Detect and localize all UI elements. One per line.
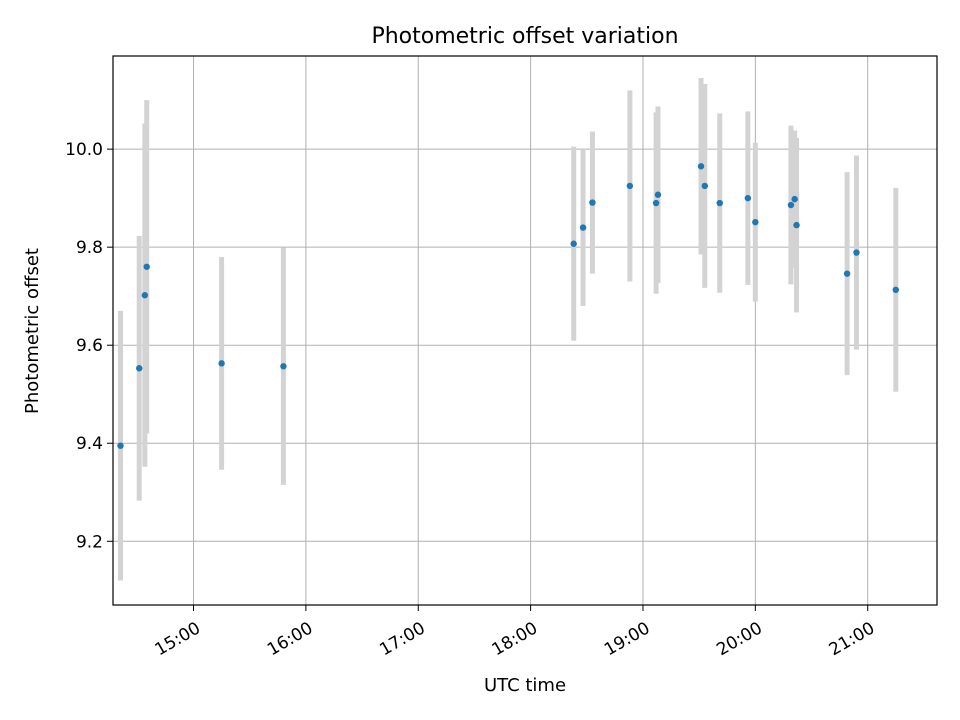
data-point: [626, 182, 634, 190]
data-point: [136, 365, 143, 372]
data-point: [853, 249, 860, 256]
data-point: [117, 442, 124, 449]
data-point: [652, 199, 660, 207]
plot-area-frame: [112, 55, 938, 606]
y-tick-label: 9.4: [76, 434, 103, 454]
y-tick-label: 9.2: [76, 532, 103, 552]
data-point: [843, 270, 851, 277]
data-point: [280, 363, 287, 370]
y-tick-label: 10.0: [65, 140, 103, 160]
y-tick-label: 9.8: [76, 238, 103, 258]
y-tick-label: 9.6: [76, 336, 103, 356]
y-axis-ticks: 9.2 9.4 9.6 9.8 10.0: [65, 140, 113, 552]
data-point: [570, 240, 577, 247]
data-point: [141, 292, 149, 299]
data-point: [589, 199, 596, 206]
data-point: [787, 201, 795, 209]
grid: [113, 56, 937, 605]
data-point: [579, 224, 587, 231]
data-point: [892, 286, 899, 294]
data-points: [117, 163, 899, 449]
data-point: [697, 163, 705, 170]
data-point: [143, 263, 150, 270]
x-axis-label: UTC time: [484, 675, 566, 696]
data-point: [716, 199, 723, 207]
data-point: [752, 218, 759, 226]
y-axis-label: Photometric offset: [22, 248, 43, 414]
data-point: [793, 221, 800, 229]
data-point: [701, 182, 708, 190]
data-point: [218, 360, 225, 367]
data-point: [791, 195, 798, 203]
chart-title: Photometric offset variation: [371, 24, 678, 49]
data-point: [654, 191, 662, 198]
data-point: [744, 194, 752, 202]
